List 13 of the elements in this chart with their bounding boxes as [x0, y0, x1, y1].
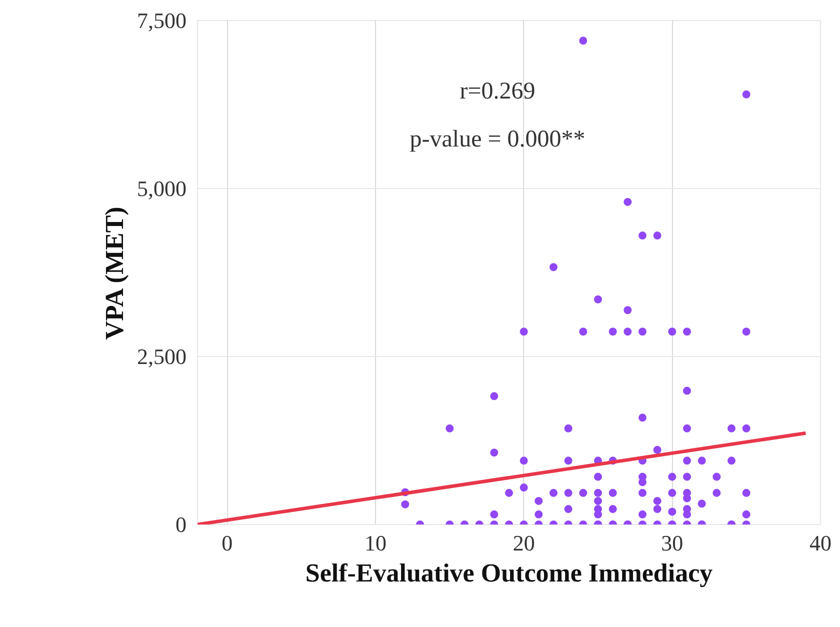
y-tick-label: 7,500: [137, 8, 186, 33]
annotation: r=0.269: [460, 78, 536, 104]
y-tick-label: 2,500: [137, 344, 186, 369]
y-tick-label: 0: [176, 512, 186, 537]
annotation: p-value = 0.000**: [410, 126, 586, 152]
x-tick-label: 10: [364, 530, 386, 556]
x-tick-label: 20: [512, 530, 535, 556]
y-tick-label: 5,000: [137, 176, 186, 201]
x-axis-title: Self-Evaluative Outcome Immediacy: [305, 558, 713, 588]
y-axis-title: VPA (MET): [100, 206, 129, 340]
x-tick-label: 40: [810, 530, 832, 556]
x-tick-label: 0: [222, 530, 233, 556]
x-tick-label: 30: [661, 530, 684, 556]
